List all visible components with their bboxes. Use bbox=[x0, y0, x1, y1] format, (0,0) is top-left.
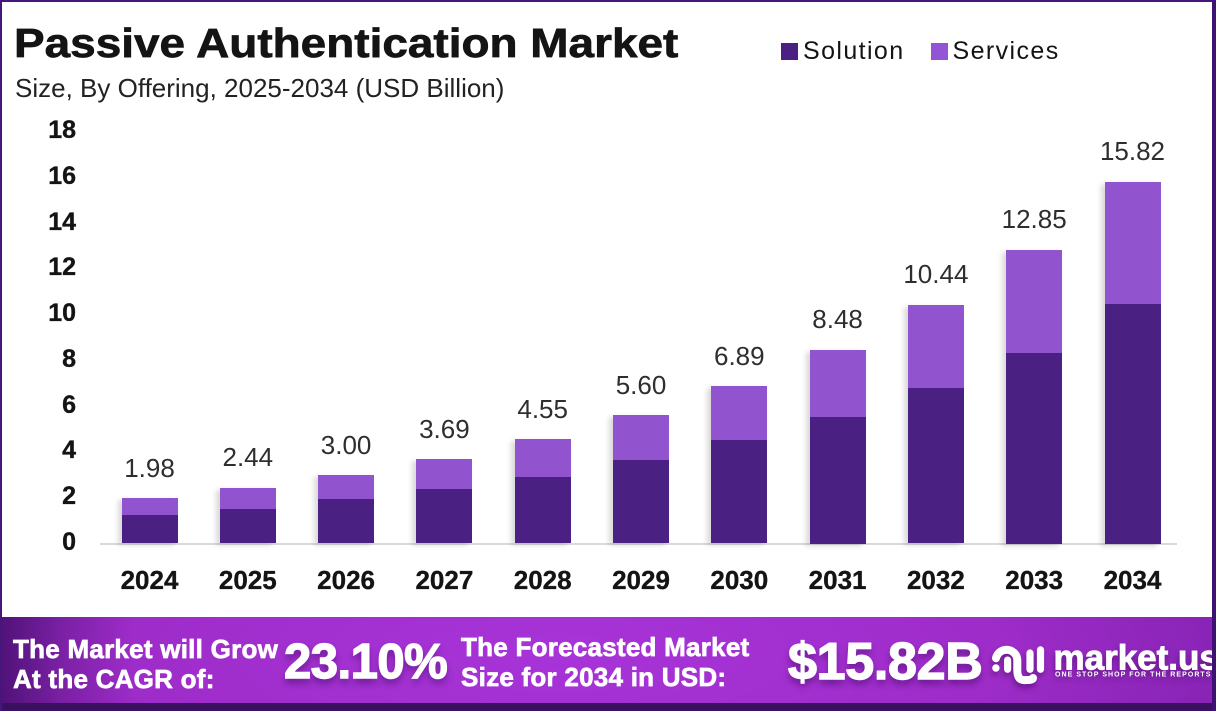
svg-text:market.us: market.us bbox=[1054, 640, 1216, 678]
svg-text:ONE STOP SHOP FOR THE REPORTS: ONE STOP SHOP FOR THE REPORTS bbox=[1055, 672, 1211, 679]
